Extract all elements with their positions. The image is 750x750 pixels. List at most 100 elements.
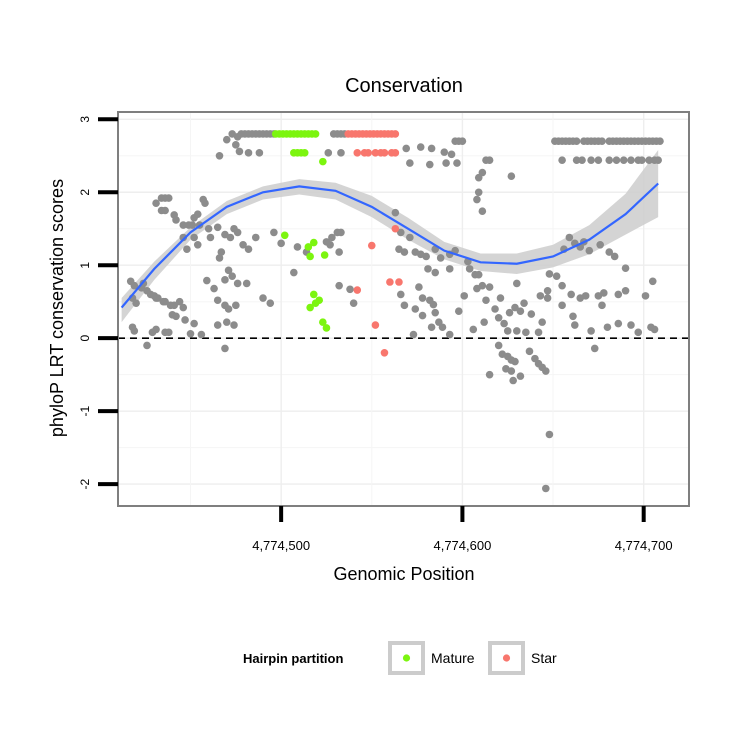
point-other <box>266 299 275 307</box>
point-star <box>364 149 372 157</box>
point-other <box>244 149 253 157</box>
point-other <box>485 156 494 164</box>
point-other <box>445 265 454 273</box>
point-other <box>152 199 160 208</box>
point-other <box>215 151 224 160</box>
point-other <box>409 330 418 339</box>
point-other <box>400 301 409 310</box>
point-other <box>416 143 425 151</box>
point-other <box>536 292 545 300</box>
point-other <box>337 228 345 237</box>
point-other <box>473 195 481 204</box>
point-other <box>164 194 173 202</box>
point-other <box>228 130 236 138</box>
point-other <box>656 137 664 145</box>
point-star <box>353 149 362 157</box>
legend-label-star: Star <box>531 650 557 666</box>
point-mature <box>311 130 320 138</box>
point-other <box>445 330 454 339</box>
point-other <box>161 297 169 306</box>
smooth-trend-line <box>120 182 659 309</box>
point-other <box>627 321 635 329</box>
point-other <box>474 270 483 279</box>
point-other <box>232 301 240 310</box>
point-other <box>494 341 503 350</box>
point-other <box>251 233 260 242</box>
point-other <box>170 301 178 310</box>
smooth-line <box>120 182 659 309</box>
point-other <box>512 279 521 288</box>
point-other <box>201 199 209 208</box>
point-other <box>255 149 264 157</box>
point-other <box>270 228 278 237</box>
point-other <box>627 156 635 164</box>
point-other <box>621 286 630 295</box>
point-other <box>213 223 222 232</box>
point-other <box>453 159 461 167</box>
point-other <box>474 173 483 182</box>
point-other <box>485 370 494 379</box>
point-mature <box>319 157 327 166</box>
point-other <box>654 156 662 164</box>
y-tick-label: 1 <box>78 262 92 269</box>
x-tick-label: 4,774,500 <box>252 538 310 553</box>
point-other <box>164 328 173 337</box>
point-star <box>353 286 362 294</box>
point-other <box>516 372 525 380</box>
point-other <box>585 246 594 255</box>
point-other <box>335 281 343 290</box>
point-other <box>337 149 345 157</box>
point-other <box>503 327 512 335</box>
legend-label-mature: Mature <box>431 650 475 666</box>
point-other <box>569 312 577 321</box>
point-other <box>188 221 197 229</box>
point-star <box>380 149 389 157</box>
legend-title: Hairpin partition <box>243 651 343 666</box>
data-points <box>126 130 664 493</box>
point-other <box>454 307 463 315</box>
point-other <box>482 296 490 305</box>
y-tick-label: 0 <box>78 335 92 342</box>
point-other <box>587 156 595 164</box>
point-other <box>400 248 409 256</box>
point-other <box>235 147 244 156</box>
point-other <box>213 321 222 329</box>
point-mature <box>280 231 289 240</box>
point-other <box>552 272 561 280</box>
point-other <box>193 240 202 249</box>
point-other <box>541 367 550 375</box>
point-other <box>587 327 595 335</box>
point-star <box>391 130 400 138</box>
point-other <box>598 137 606 145</box>
point-other <box>538 318 546 326</box>
point-other <box>429 300 438 309</box>
point-other <box>509 376 517 385</box>
point-other <box>230 321 238 329</box>
point-other <box>224 305 233 313</box>
chart-title: Conservation <box>345 75 463 97</box>
point-other <box>277 239 285 248</box>
point-other <box>427 323 436 332</box>
point-other <box>442 159 450 167</box>
x-tick-label: 4,774,600 <box>433 538 491 553</box>
point-other <box>232 141 240 149</box>
point-other <box>190 233 198 242</box>
point-star <box>395 278 403 286</box>
point-other <box>217 248 226 256</box>
point-other <box>525 347 534 356</box>
point-other <box>605 248 614 256</box>
point-other <box>447 150 456 159</box>
point-other <box>222 318 231 326</box>
x-tick-label: 4,774,700 <box>615 538 673 553</box>
point-other <box>206 233 215 242</box>
point-other <box>152 325 160 334</box>
point-other <box>648 277 657 286</box>
point-other <box>179 233 188 242</box>
point-other <box>224 266 233 275</box>
point-other <box>193 210 202 218</box>
point-other <box>558 301 566 310</box>
confidence-band <box>121 149 659 323</box>
grid-lines <box>118 112 689 506</box>
point-other <box>638 156 646 164</box>
point-mature <box>306 303 314 312</box>
